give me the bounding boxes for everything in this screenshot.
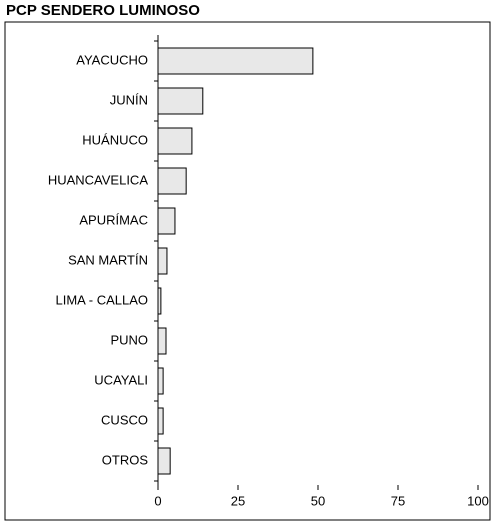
y-tick-label: HUANCAVELICA <box>48 172 149 187</box>
x-tick-label: 25 <box>231 493 245 508</box>
y-tick-label: HUÁNUCO <box>82 132 148 147</box>
bar <box>157 247 168 275</box>
y-tick-label: OTROS <box>102 452 149 467</box>
x-tick-label: 75 <box>391 493 405 508</box>
bar <box>157 87 204 115</box>
bar <box>157 447 171 475</box>
y-tick-label: PUNO <box>110 332 148 347</box>
bar <box>157 167 187 195</box>
x-tick-label: 100 <box>467 493 489 508</box>
bar <box>157 287 162 315</box>
x-tick-label: 0 <box>154 493 161 508</box>
bar <box>157 407 164 435</box>
bar <box>157 327 167 355</box>
chart-title: PCP SENDERO LUMINOSO <box>6 2 200 19</box>
y-tick-label: UCAYALI <box>94 372 148 387</box>
bar <box>157 207 176 235</box>
y-tick-label: AYACUCHO <box>76 52 148 67</box>
y-tick-label: LIMA - CALLAO <box>56 292 148 307</box>
frame <box>4 21 491 521</box>
y-tick-label: CUSCO <box>101 412 148 427</box>
y-tick-label: JUNÍN <box>110 92 148 107</box>
bar <box>157 127 193 155</box>
y-tick-label: APURÍMAC <box>79 212 148 227</box>
bar <box>157 47 314 75</box>
bar <box>157 367 164 395</box>
x-tick-label: 50 <box>311 493 325 508</box>
y-tick-label: SAN MARTÍN <box>68 252 148 267</box>
